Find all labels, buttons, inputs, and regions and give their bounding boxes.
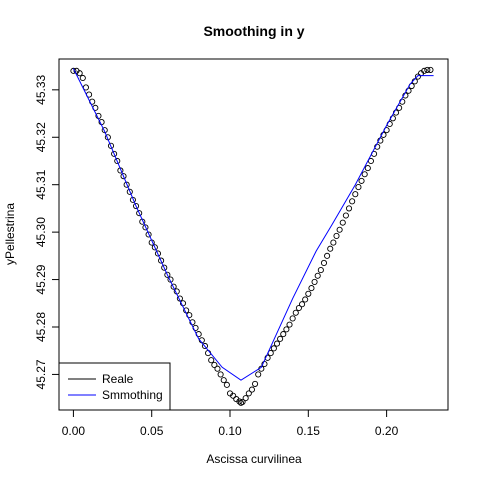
reale-point [79, 74, 86, 82]
x-tick-label: 0.15 [297, 424, 321, 438]
y-tick-label: 45.32 [34, 122, 48, 152]
reale-point [273, 340, 281, 347]
reale-point [349, 198, 356, 205]
smoothing-line [72, 68, 434, 381]
reale-point [333, 232, 340, 239]
legend-box [58, 362, 171, 411]
reale-point [280, 331, 287, 338]
y-tick-label: 45.31 [34, 169, 48, 199]
plot-frame [58, 58, 449, 411]
reale-point [327, 245, 334, 252]
reale-point [120, 173, 127, 180]
reale-point [114, 157, 121, 165]
reale-point [145, 231, 152, 238]
reale-point [414, 73, 421, 80]
legend-reale-label: Reale [102, 372, 134, 386]
reale-point [142, 224, 149, 231]
y-tick-label: 45.30 [34, 217, 48, 247]
x-tick-label: 0.05 [140, 424, 164, 438]
reale-point [361, 171, 368, 178]
reale-point [252, 380, 259, 387]
reale-points [70, 66, 434, 406]
y-tick-label: 45.33 [34, 74, 48, 104]
reale-point [154, 250, 162, 257]
reale-point [214, 365, 221, 372]
reale-point [298, 301, 306, 308]
reale-point [358, 177, 365, 184]
reale-point [245, 390, 252, 397]
reale-point [151, 244, 158, 251]
reale-point [208, 357, 215, 364]
reale-point [248, 386, 255, 393]
x-tick-label: 0.00 [62, 424, 86, 438]
reale-point [305, 290, 312, 297]
reale-point [302, 296, 309, 303]
reale-point [330, 239, 337, 246]
x-tick-label: 0.20 [375, 424, 399, 438]
x-tick-label: 0.10 [218, 424, 242, 438]
reale-point [76, 70, 83, 77]
reale-point [317, 267, 324, 274]
y-axis: 45.27 45.28 45.29 45.30 45.31 45.32 45.33 [34, 74, 60, 389]
reale-point [308, 285, 315, 292]
reale-point [292, 309, 299, 316]
reale-point [364, 165, 371, 172]
chart-title: Smoothing in y [203, 23, 304, 39]
reale-point [255, 371, 262, 378]
reale-point [342, 212, 349, 219]
reale-point [211, 361, 218, 368]
legend: Reale Smmothing [58, 362, 171, 411]
reale-point [264, 354, 271, 361]
reale-point [427, 66, 434, 73]
reale-point [345, 205, 353, 212]
reale-point [70, 67, 77, 74]
x-axis: 0.00 0.05 0.10 0.15 0.20 [62, 409, 399, 438]
reale-point [123, 181, 130, 188]
reale-point [239, 398, 246, 405]
reale-point [129, 196, 136, 203]
reale-point [277, 335, 284, 342]
reale-point [236, 398, 243, 405]
reale-point [126, 188, 133, 195]
reale-point [189, 319, 196, 326]
reale-point [421, 67, 428, 74]
reale-point [230, 392, 237, 399]
reale-point [283, 326, 290, 333]
reale-point [311, 278, 318, 285]
reale-point [295, 304, 302, 312]
reale-point [424, 66, 431, 73]
y-tick-label: 45.27 [34, 359, 48, 389]
reale-point [111, 150, 118, 157]
reale-point [220, 377, 227, 384]
reale-point [289, 315, 296, 322]
x-axis-label: Ascissa curvilinea [206, 452, 302, 466]
reale-point [324, 252, 331, 259]
reale-point [339, 219, 346, 226]
reale-point [270, 345, 277, 352]
reale-point [314, 272, 321, 279]
reale-point [201, 342, 209, 350]
reale-point [161, 264, 168, 271]
reale-point [107, 142, 115, 149]
reale-point [223, 381, 230, 388]
reale-point [164, 271, 171, 278]
reale-point [136, 210, 143, 217]
reale-point [170, 283, 177, 290]
reale-point [158, 257, 165, 264]
y-axis-label: yPellestrina [3, 203, 17, 265]
reale-point [237, 399, 245, 406]
reale-point [336, 226, 343, 233]
reale-point [320, 259, 328, 267]
reale-point [217, 371, 224, 378]
y-tick-label: 45.28 [34, 312, 48, 342]
legend-smoothing-label: Smmothing [102, 388, 163, 402]
y-tick-label: 45.29 [34, 264, 48, 294]
reale-point [242, 395, 249, 402]
reale-point [355, 184, 362, 191]
reale-point [286, 321, 293, 328]
reale-point [132, 202, 140, 210]
reale-point [352, 191, 359, 198]
